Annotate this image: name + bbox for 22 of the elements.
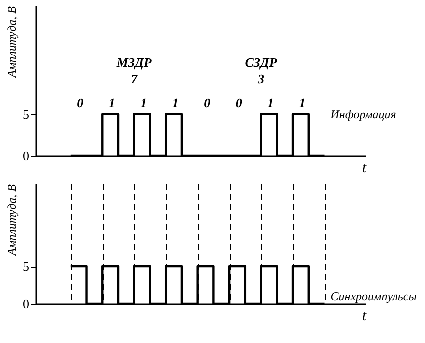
y-tick-label: 5 — [23, 259, 30, 274]
annotation: 0 — [204, 96, 212, 110]
y-tick-label: 0 — [23, 148, 30, 164]
y-axis-title: Амплитуда, В — [5, 6, 19, 79]
annotation: 1 — [172, 96, 179, 110]
series-label: Информация — [330, 107, 397, 122]
y-axis-title: Амплитуда, В — [5, 184, 19, 257]
y-tick-label: 0 — [23, 296, 30, 312]
annotation: 1 — [108, 96, 116, 110]
annotation: 1 — [299, 96, 306, 110]
annotation: 0 — [77, 96, 84, 110]
annotation: 3 — [257, 72, 266, 86]
annotation: МЗДР — [116, 55, 153, 70]
y-tick-label: 5 — [23, 106, 30, 122]
annotation: 1 — [140, 96, 148, 110]
annotation: 0 — [236, 96, 243, 110]
annotation: СЗДР — [245, 55, 278, 70]
series-label: Синхроимпульсы — [330, 290, 417, 304]
x-axis-title: t — [362, 160, 368, 176]
x-axis-title: t — [362, 308, 368, 324]
annotation: 7 — [131, 72, 138, 86]
annotation: 1 — [268, 96, 274, 110]
